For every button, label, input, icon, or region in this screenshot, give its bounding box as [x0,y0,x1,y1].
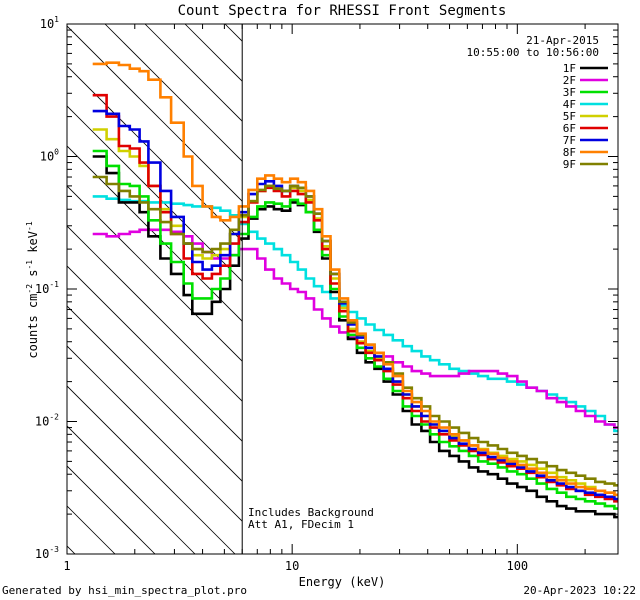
axis-ticks [66,23,618,555]
y-tick-label: 100 [40,148,59,164]
hatch-line [67,385,236,554]
hatch-line [144,24,243,122]
hatch-line [67,305,243,482]
generated-by-label: Generated by hsi_min_spectra_plot.pro [2,584,247,597]
y-label-cm-exp: -2 [25,284,34,294]
annotation-attenuator: Att A1, FDecim 1 [248,518,354,531]
series-line-6f [92,93,618,503]
series-line-7f [92,109,618,501]
hatch-line [67,145,243,322]
annotation-background: Includes Background [248,506,374,519]
legend-label-4f: 4F [563,98,576,111]
x-axis-label: Energy (keV) [299,575,386,589]
y-label-s-exp: -1 [25,260,34,270]
y-label-s: s [26,270,40,284]
y-tick-label: 10-3 [35,545,59,561]
hatch-line [67,505,116,554]
legend-label-5f: 5F [563,110,576,123]
background-hatch-region [67,24,243,554]
series-line-8f [92,61,618,497]
timestamp-label: 20-Apr-2023 10:22 [523,584,636,597]
plot-frame [66,23,619,555]
legend-label-8f: 8F [563,146,576,159]
y-label-kev: keV [26,231,40,260]
hatch-line [67,105,243,282]
hatch-line [67,65,243,242]
legend-label-9f: 9F [563,158,576,171]
hatch-line [104,24,243,162]
date-label: 21-Apr-2015 [526,34,599,47]
chart-title: Count Spectra for RHESSI Front Segments [178,3,507,19]
series-line-3f [92,149,618,510]
legend-label-3f: 3F [563,86,576,99]
legend-label-6f: 6F [563,122,576,135]
hatch-line [67,425,196,554]
y-axis-label: counts cm-2 s-1 keV-1 [25,221,40,358]
x-tick-label: 10 [285,559,299,573]
hatch-line [67,25,243,202]
y-label-counts: counts cm [26,294,40,359]
time-range-label: 10:55:00 to 10:56:00 [467,46,599,59]
legend-label-2f: 2F [563,74,576,87]
x-tick-label: 1 [63,559,70,573]
hatch-line [67,345,243,522]
hatch-line [67,465,156,554]
axis-tick-labels: 1 10 100 10-3 10-2 10-1 100 101 [35,15,528,573]
y-tick-label: 101 [40,15,59,31]
y-tick-label: 10-1 [35,280,59,296]
series-group [92,61,618,519]
y-tick-label: 10-2 [35,413,59,429]
legend-label-1f: 1F [563,62,576,75]
hatch-line [67,185,243,362]
hatch-line [67,265,243,442]
hatch-line [67,225,243,402]
legend-label-7f: 7F [563,134,576,147]
x-tick-label: 100 [506,559,528,573]
y-label-kev-exp: -1 [25,221,34,231]
